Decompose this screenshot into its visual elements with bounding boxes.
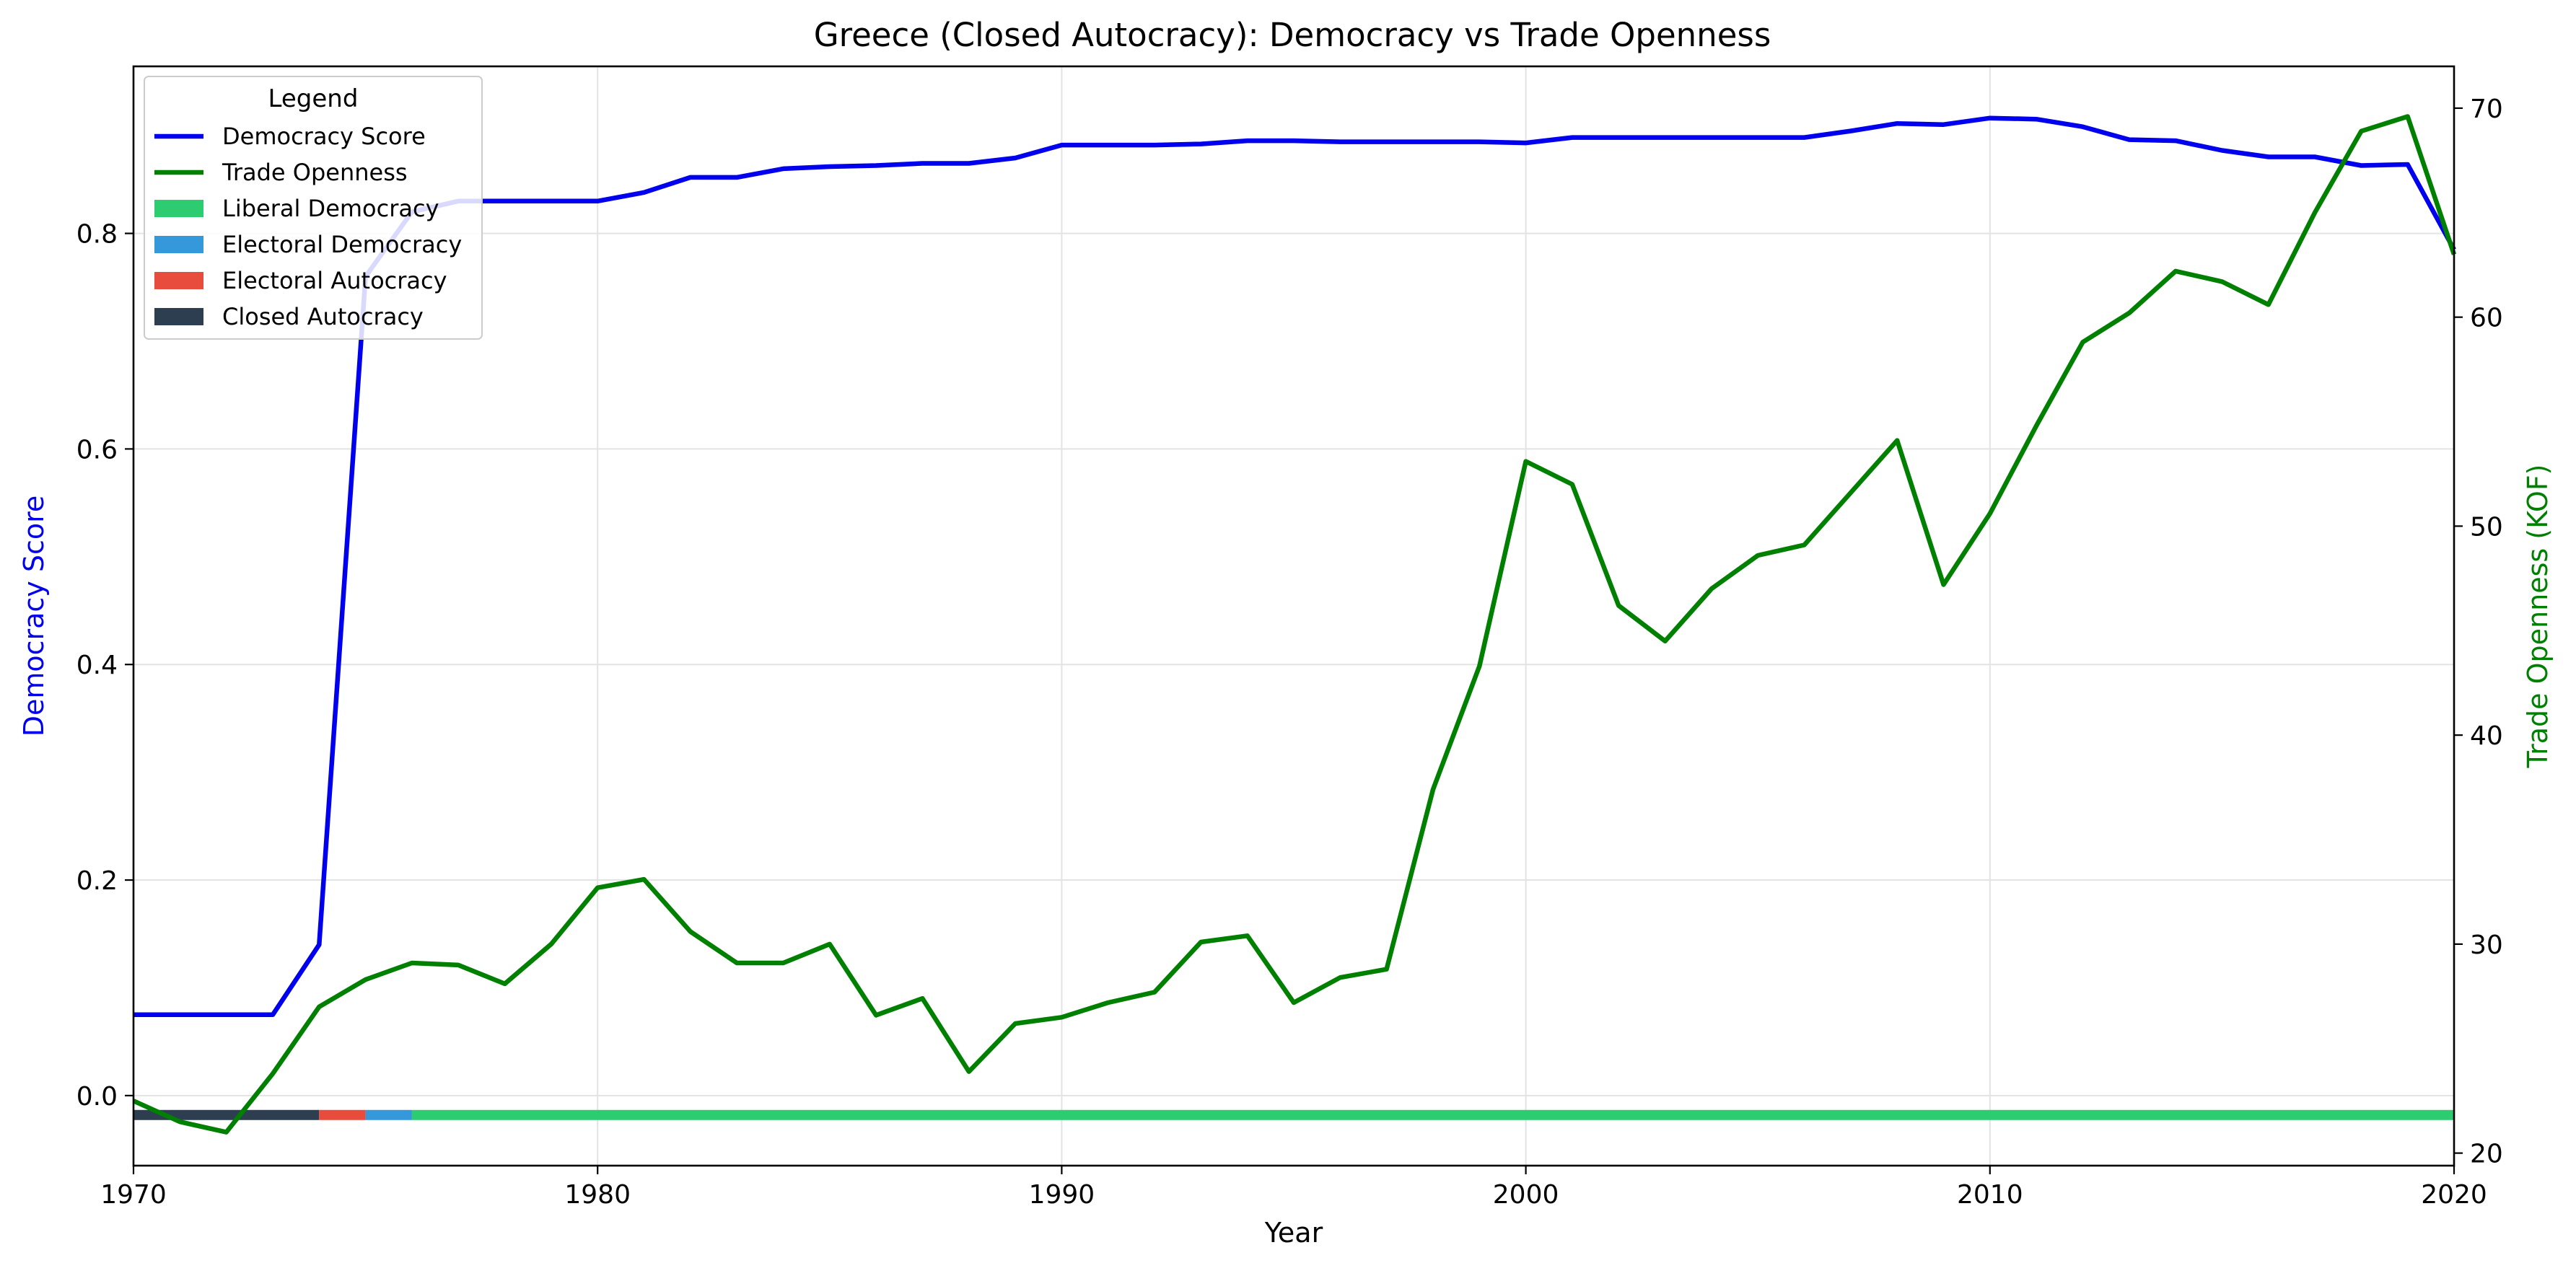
x-tick-label: 1980: [564, 1180, 631, 1210]
chart-title: Greece (Closed Autocracy): Democracy vs …: [814, 16, 1771, 54]
y-right-axis-ticks: 20 30 40 50 60 70: [2454, 94, 2503, 1169]
x-tick-label: 2000: [1493, 1180, 1559, 1210]
legend-label-electoral-democracy: Electoral Democracy: [222, 231, 462, 258]
y-right-tick-label: 30: [2470, 930, 2503, 960]
y-left-tick-label: 0.6: [76, 435, 118, 465]
legend-label-liberal-democracy: Liberal Democracy: [222, 195, 439, 222]
legend-swatch-liberal-democracy: [154, 200, 203, 217]
y-right-tick-label: 70: [2470, 94, 2503, 124]
regime-band: [133, 1109, 2455, 1120]
legend-swatch-electoral-autocracy: [154, 272, 203, 289]
y-left-tick-label: 0.2: [76, 866, 118, 896]
grid: [133, 66, 2455, 1166]
legend-label-democracy-score: Democracy Score: [222, 123, 426, 150]
regime-segment: [411, 1109, 2455, 1120]
y-left-tick-label: 0.0: [76, 1082, 118, 1112]
x-axis-ticks: 1970 1980 1990 2000 2010 2020: [100, 1166, 2487, 1210]
plot-frame: [132, 65, 2455, 1167]
y-right-tick-label: 40: [2470, 721, 2503, 751]
series-line-democracy-score: [133, 115, 2456, 1018]
legend-label-closed-autocracy: Closed Autocracy: [222, 303, 424, 330]
legend: Legend Democracy Score Trade Openness Libe…: [144, 76, 483, 340]
legend-label-electoral-autocracy: Electoral Autocracy: [222, 267, 447, 294]
legend-swatch-electoral-democracy: [154, 236, 203, 253]
legend-label-trade-openness: Trade Openness: [222, 159, 408, 186]
series-line-trade-openness: [132, 114, 2457, 1135]
legend-swatch-closed-autocracy: [154, 308, 203, 325]
y-right-tick-label: 50: [2470, 512, 2503, 542]
x-axis-label: Year: [1264, 1217, 1323, 1249]
x-tick-label: 2020: [2421, 1180, 2487, 1210]
series-lines: [132, 114, 2457, 1135]
y-left-tick-label: 0.8: [76, 220, 118, 250]
regime-segment: [133, 1109, 320, 1120]
legend-box: [144, 76, 483, 340]
legend-title: Legend: [268, 84, 359, 113]
y-left-axis-ticks: 0.0 0.2 0.4 0.6 0.8: [76, 220, 133, 1112]
x-tick-label: 1970: [100, 1180, 167, 1210]
y-left-tick-label: 0.4: [76, 651, 118, 680]
y-left-axis-label: Democracy Score: [18, 496, 50, 737]
y-right-tick-label: 20: [2470, 1140, 2503, 1169]
y-right-axis-label: Trade Openness (KOF): [2522, 464, 2554, 768]
y-right-tick-label: 60: [2470, 304, 2503, 333]
x-tick-label: 2010: [1957, 1180, 2023, 1210]
regime-segment: [319, 1109, 366, 1120]
x-tick-label: 1990: [1029, 1180, 1095, 1210]
regime-segment: [365, 1109, 412, 1120]
